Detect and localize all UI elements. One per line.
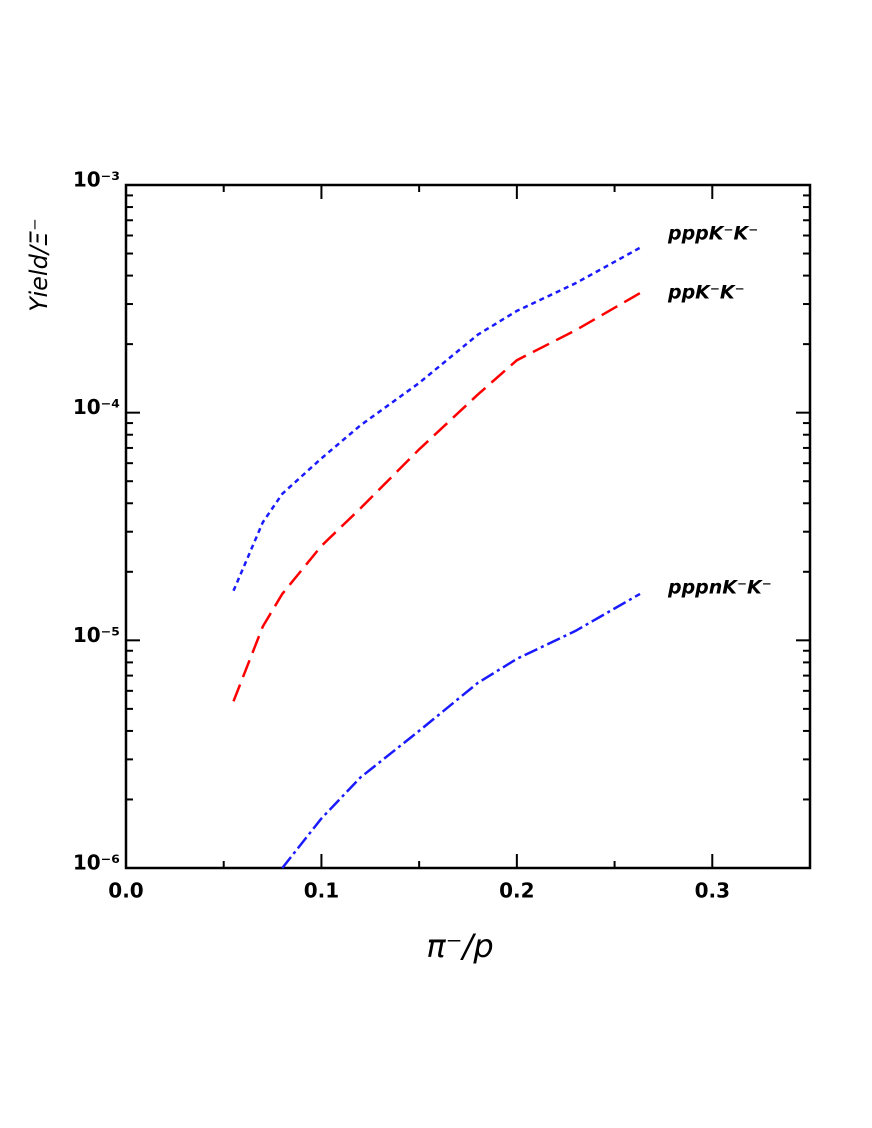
series-line — [281, 592, 641, 869]
y-tick-label: 10⁻³ — [73, 168, 120, 192]
plot-frame — [124, 183, 812, 870]
series-label: pppnK⁻K⁻ — [667, 576, 772, 598]
y-tick-label: 10⁻⁵ — [73, 623, 120, 647]
x-tick-label: 0.2 — [499, 879, 534, 903]
y-axis-label: Yield/Ξ⁻ — [25, 218, 53, 312]
x-axis-label: π⁻/p — [426, 927, 493, 965]
x-tick-label: 0.0 — [108, 879, 143, 903]
y-tick-label: 10⁻⁶ — [73, 851, 120, 875]
y-tick-label: 10⁻⁴ — [73, 395, 120, 419]
series-line — [232, 292, 641, 702]
series-label: pppK⁻K⁻ — [667, 222, 758, 244]
series-line — [232, 246, 641, 592]
series-label: ppK⁻K⁻ — [667, 282, 745, 304]
x-tick-label: 0.3 — [695, 879, 730, 903]
x-tick-label: 0.1 — [304, 879, 339, 903]
